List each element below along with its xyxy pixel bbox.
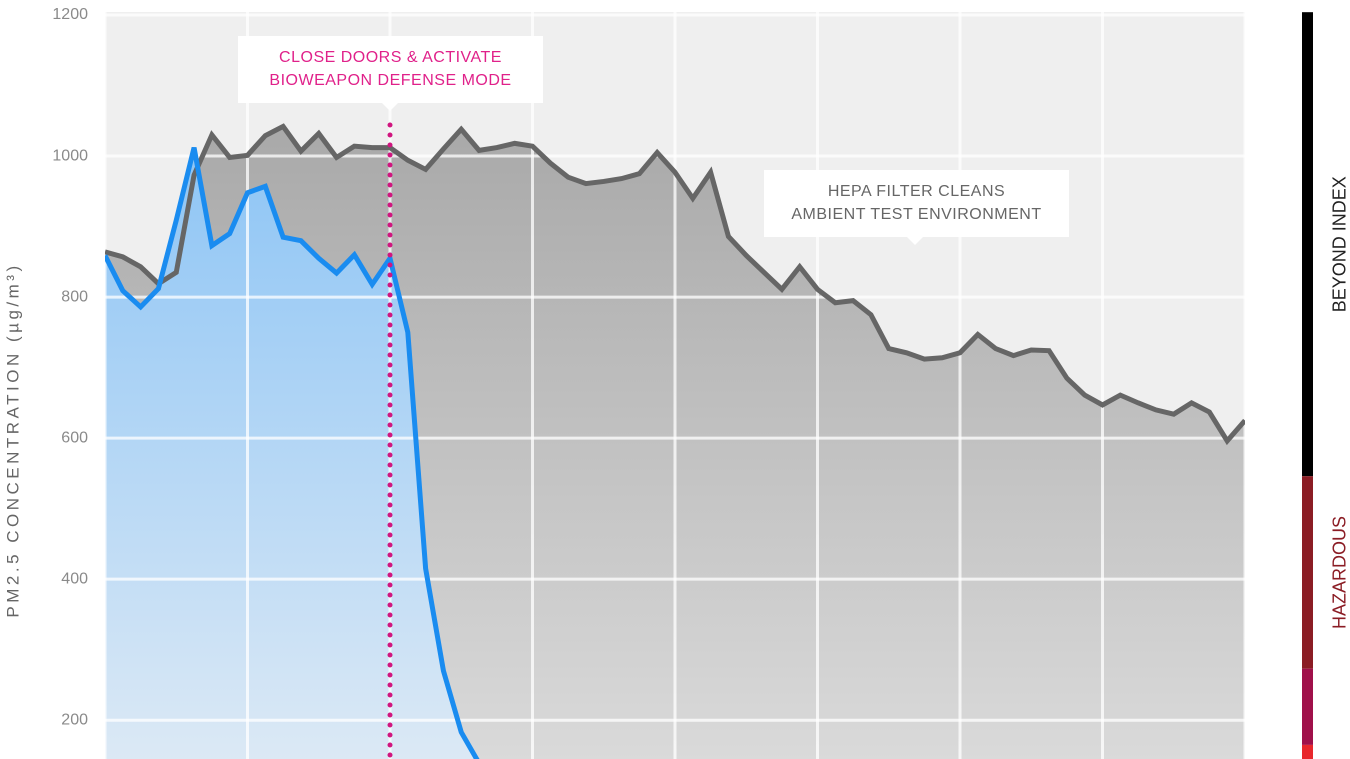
annotation-box — [764, 170, 1069, 245]
y-tick-label: 1000 — [52, 147, 88, 164]
series-line — [105, 123, 1245, 446]
y-axis-label: PM2.5 CONCENTRATION (µg/m³) — [3, 262, 22, 617]
series-area — [105, 147, 477, 759]
y-tick-label: 600 — [61, 429, 88, 446]
y-tick-label: 1200 — [52, 6, 88, 23]
annotation-text: CLOSE DOORS & ACTIVATE — [279, 49, 502, 66]
annotation-box — [238, 36, 543, 111]
aqi-band — [1302, 744, 1313, 759]
aqi-band — [1302, 12, 1313, 477]
band-label: HAZARDOUS — [1330, 516, 1350, 629]
annotation-text: BIOWEAPON DEFENSE MODE — [269, 72, 511, 89]
band-label: BEYOND INDEX — [1330, 176, 1350, 312]
series-line — [105, 146, 480, 759]
y-tick-label: 200 — [61, 711, 88, 728]
annotation-text: AMBIENT TEST ENVIRONMENT — [791, 206, 1041, 223]
y-tick-label: 800 — [61, 288, 88, 305]
y-tick-label: 400 — [61, 570, 88, 587]
aqi-band — [1302, 476, 1313, 669]
aqi-band — [1302, 668, 1313, 745]
annotation-text: HEPA FILTER CLEANS — [828, 183, 1005, 200]
